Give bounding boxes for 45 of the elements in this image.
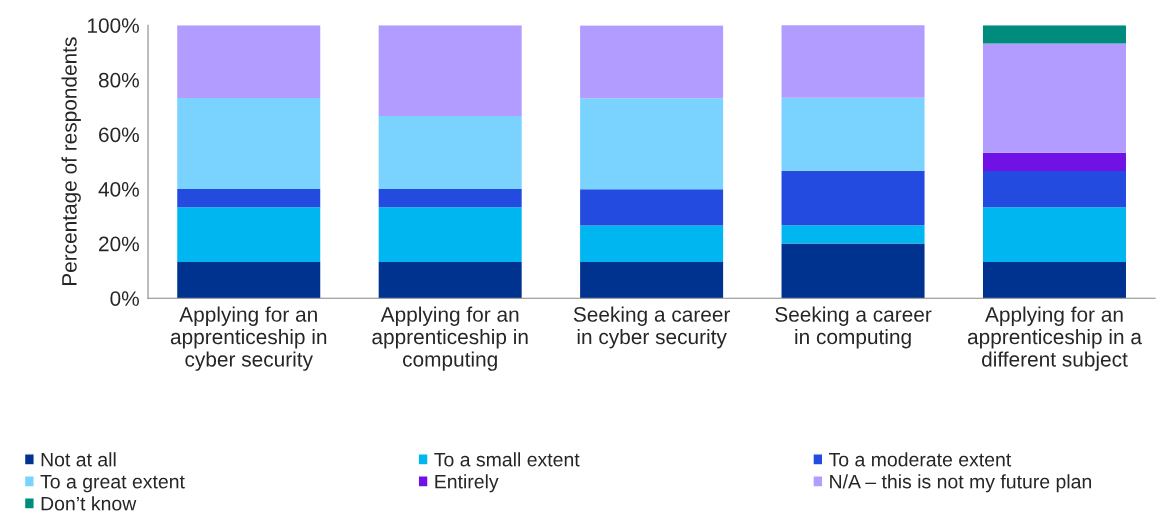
bar bbox=[580, 25, 724, 99]
bar bbox=[781, 170, 925, 226]
y-tick-label: 60% bbox=[99, 127, 139, 143]
bar bbox=[378, 207, 522, 262]
bar bbox=[781, 97, 925, 171]
legend-label: Not at all bbox=[41, 452, 116, 467]
y-tick-label: 100% bbox=[88, 18, 139, 33]
bar bbox=[982, 25, 1126, 44]
x-tick-label: Applying for an apprenticeship in a different subject bbox=[967, 306, 1142, 371]
bar bbox=[982, 152, 1126, 171]
legend-label: To a great extent bbox=[40, 474, 185, 493]
y-tick-label: 0% bbox=[110, 291, 139, 306]
y-axis-title: Percentage of respondents bbox=[61, 37, 81, 286]
legend-label: Entirely bbox=[435, 474, 499, 493]
bar bbox=[177, 261, 321, 299]
y-tick-label: 20% bbox=[99, 236, 139, 252]
legend-label: N/A – this is not my future plan bbox=[830, 474, 1092, 493]
legend-label: Don’t know bbox=[41, 496, 137, 511]
bar bbox=[177, 189, 321, 208]
bar bbox=[378, 116, 522, 189]
bar bbox=[177, 25, 321, 99]
bar bbox=[982, 170, 1126, 208]
bar bbox=[378, 25, 522, 117]
bar bbox=[580, 98, 724, 190]
x-tick-label: Applying for an apprenticeship in cyber security bbox=[170, 306, 327, 371]
x-tick-label: Applying for an apprenticeship in computing bbox=[372, 306, 528, 371]
bar bbox=[177, 207, 321, 262]
bar bbox=[378, 189, 522, 208]
x-tick-label: Seeking a career in computing bbox=[775, 306, 932, 349]
bar bbox=[781, 25, 925, 98]
x-tick-label: Seeking a career in cyber security bbox=[573, 306, 731, 349]
bar bbox=[982, 207, 1126, 262]
bar bbox=[580, 261, 724, 299]
bar bbox=[177, 98, 321, 189]
bar bbox=[378, 261, 522, 299]
bar bbox=[982, 261, 1126, 299]
bar bbox=[580, 225, 724, 262]
y-tick-label: 40% bbox=[98, 182, 139, 197]
legend-label: To a small extent bbox=[434, 452, 580, 467]
bar bbox=[580, 189, 724, 226]
bar bbox=[781, 225, 925, 244]
bar bbox=[781, 243, 925, 299]
y-tick-label: 80% bbox=[98, 72, 139, 88]
bar bbox=[982, 43, 1126, 153]
legend-label: To a moderate extent bbox=[829, 452, 1012, 467]
